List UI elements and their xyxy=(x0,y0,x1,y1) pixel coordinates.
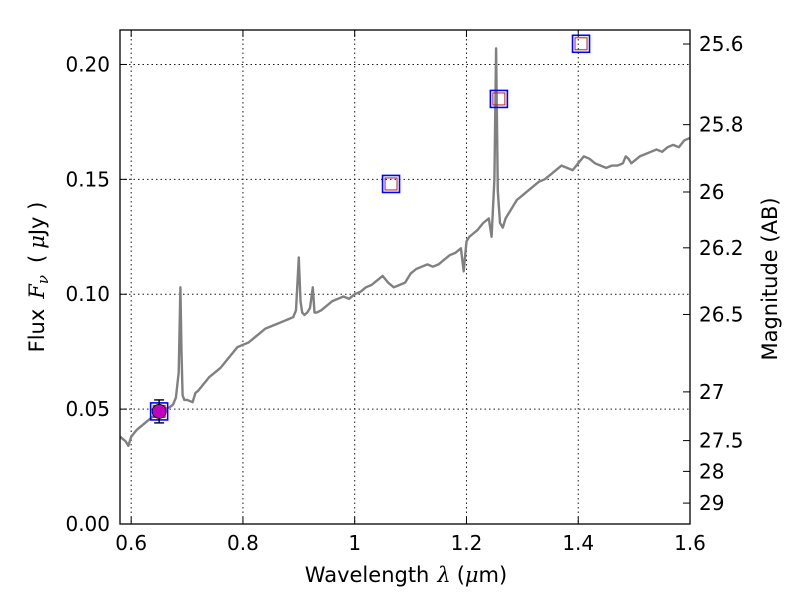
y2-tick-label: 27 xyxy=(699,380,724,404)
y2-tick-label: 27.5 xyxy=(699,429,744,453)
model-photometry-point xyxy=(384,177,398,191)
y2-tick-label: 28 xyxy=(699,459,724,483)
measured-point xyxy=(151,404,167,419)
y2-tick-label: 26 xyxy=(699,180,724,204)
y-axis-label: FluxFν(μJy ) xyxy=(25,202,52,353)
x-tick-label: 0.8 xyxy=(227,531,259,555)
y2-tick-label: 25.6 xyxy=(699,32,744,56)
x-tick-label: 1.4 xyxy=(562,531,594,555)
x-tick-label: 1.2 xyxy=(451,531,483,555)
model-photometry-point xyxy=(492,92,506,106)
y-tick-label: 0.15 xyxy=(65,167,110,191)
y2-tick-label: 26.2 xyxy=(699,236,744,260)
y2-tick-label: 25.8 xyxy=(699,113,744,137)
tick-labels: 0.6 0.8 1 1.2 1.4 1.6 0.00 0.05 0.10 0.15 0.20 25.6… xyxy=(65,32,743,555)
plot-frame xyxy=(119,29,691,525)
x-tick-label: 1.6 xyxy=(674,531,706,555)
y2-tick-label: 26.5 xyxy=(699,302,744,326)
y-tick-label: 0.00 xyxy=(65,512,110,536)
y2-tick-label: 29 xyxy=(699,491,724,515)
spectrum-line xyxy=(120,47,690,448)
y-tick-label: 0.20 xyxy=(65,52,110,76)
series-layer xyxy=(120,47,690,448)
y2-axis-label: Magnitude (AB) xyxy=(758,197,782,360)
markers-layer xyxy=(149,34,591,424)
y-tick-label: 0.05 xyxy=(65,397,110,421)
model-photometry-point xyxy=(574,37,588,51)
x-axis-label: Wavelength λ (μm) xyxy=(305,563,507,587)
observed-photometry-point xyxy=(381,174,401,194)
observed-photometry-point xyxy=(571,34,591,54)
ticks xyxy=(120,30,691,525)
x-tick-label: 1 xyxy=(348,531,361,555)
y-tick-label: 0.10 xyxy=(65,282,110,306)
x-tick-label: 0.6 xyxy=(115,531,147,555)
observed-photometry-point xyxy=(489,89,509,109)
